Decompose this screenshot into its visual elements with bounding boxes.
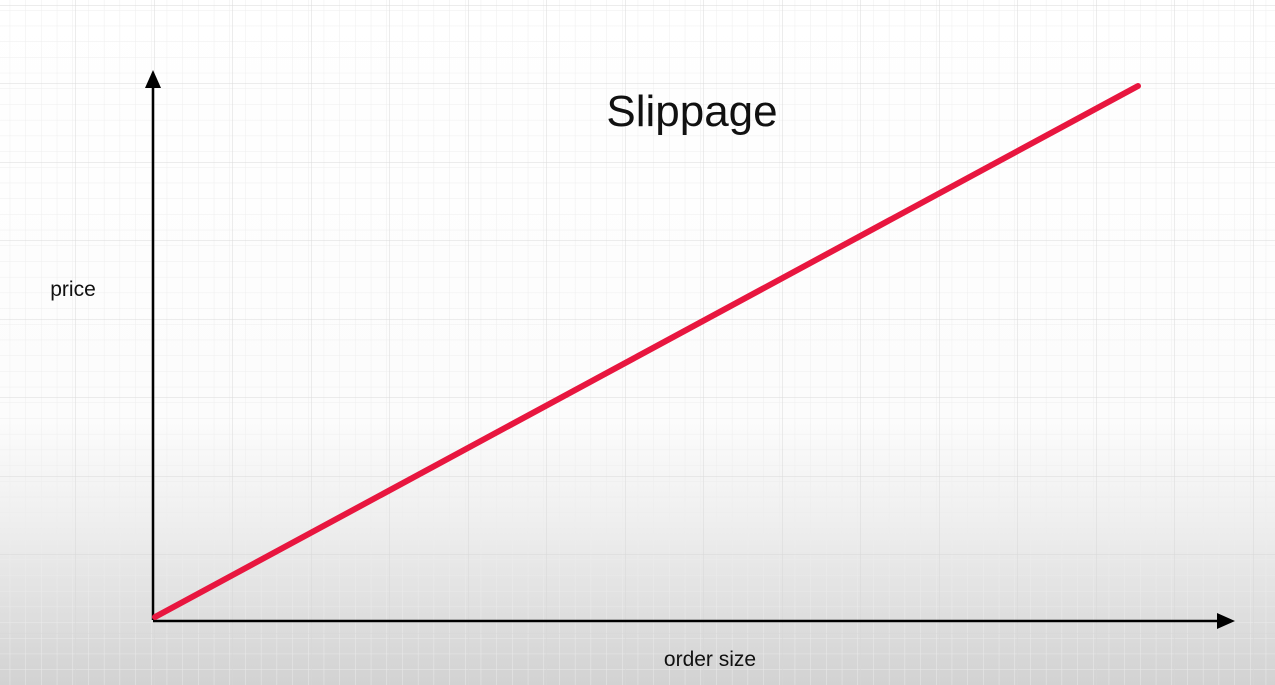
series-layer <box>152 83 1141 620</box>
y-axis-arrow <box>145 70 161 88</box>
chart-title: Slippage <box>606 87 777 136</box>
x-axis-label: order size <box>664 648 756 671</box>
y-axis-label: price <box>50 278 96 301</box>
series-line-0 <box>152 83 1141 620</box>
x-axis-arrow <box>1217 613 1235 629</box>
